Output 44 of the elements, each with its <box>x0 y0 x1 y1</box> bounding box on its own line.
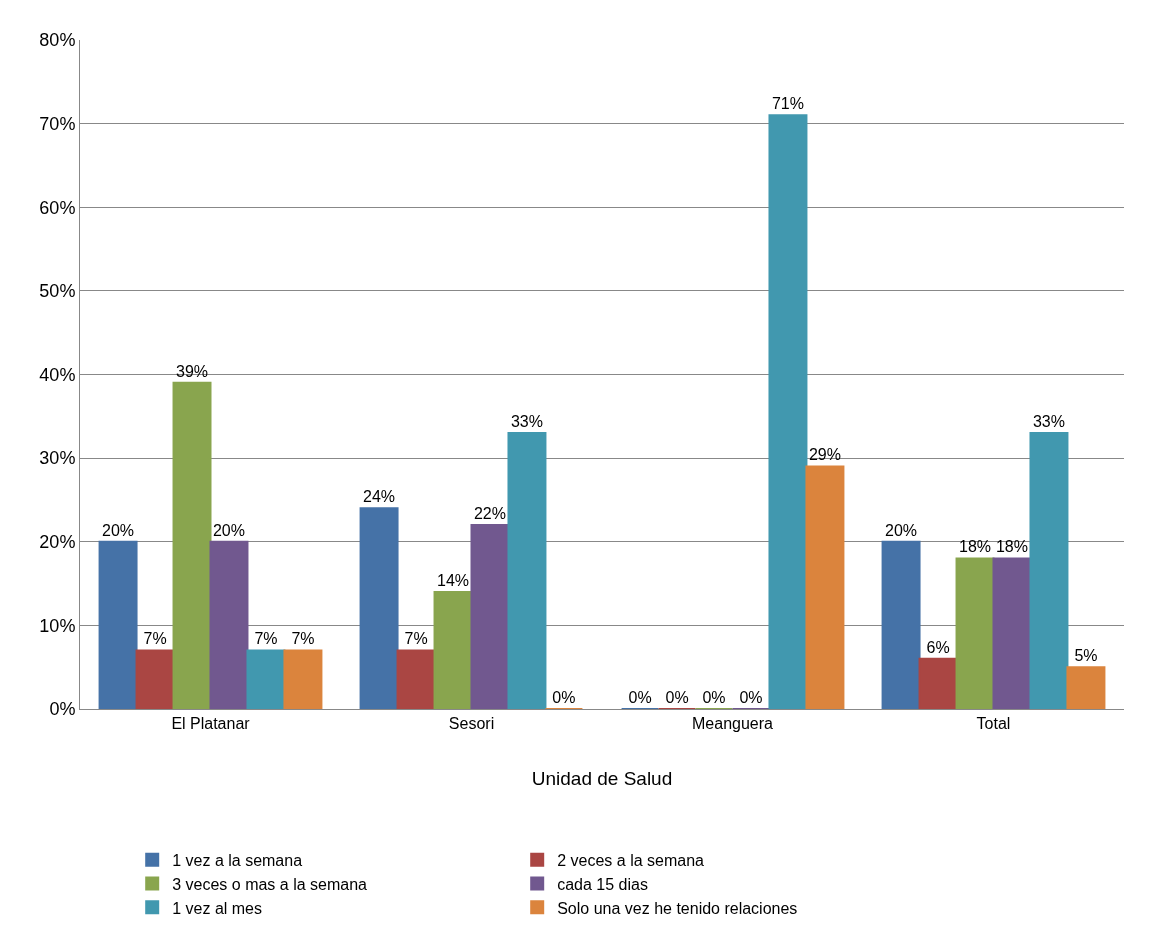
x-tick-label: Total <box>976 715 1011 733</box>
data-label: 20% <box>102 521 135 539</box>
data-label: 39% <box>176 362 209 380</box>
data-label: 7% <box>254 630 278 648</box>
y-tick-label: 50% <box>39 281 76 302</box>
data-label: 0% <box>552 689 576 706</box>
data-label: 20% <box>212 521 246 539</box>
data-label: 6% <box>926 638 950 656</box>
y-tick-label: 0% <box>49 699 76 720</box>
data-label: 0% <box>702 689 726 706</box>
y-tick-label: 30% <box>39 448 76 469</box>
data-label: 18% <box>959 538 992 556</box>
data-label: 0% <box>628 689 652 706</box>
legend-label: 2 veces a la semana <box>557 851 705 869</box>
data-label: 5% <box>1074 647 1098 665</box>
data-label: 33% <box>1032 413 1065 431</box>
data-label: 14% <box>437 571 470 589</box>
y-tick-label: 10% <box>39 615 76 636</box>
data-label: 0% <box>739 689 763 706</box>
data-label: 22% <box>473 505 507 523</box>
y-tick-label: 40% <box>39 364 76 385</box>
data-label: 33% <box>510 413 543 431</box>
y-tick-label: 80% <box>39 30 76 51</box>
data-label: 20% <box>885 521 918 539</box>
x-tick-label: El Platanar <box>171 715 251 733</box>
legend-label: cada 15 dias <box>557 875 648 893</box>
legend-label: Solo una vez he tenido relaciones <box>557 899 798 917</box>
legend-label: 1 vez al mes <box>172 899 263 917</box>
y-tick-label: 60% <box>39 197 76 218</box>
data-label: 7% <box>143 630 167 648</box>
data-label: 18% <box>995 538 1029 556</box>
data-label: 29% <box>808 446 841 464</box>
legend-label: 3 veces o mas a la semana <box>172 875 368 893</box>
x-tick-label: Meanguera <box>692 715 774 733</box>
legend-label: 1 vez a la semana <box>172 851 303 869</box>
data-label: 71% <box>771 95 804 113</box>
data-label: 7% <box>291 630 315 648</box>
y-tick-label: 70% <box>39 113 76 134</box>
x-tick-label: Sesori <box>448 715 495 733</box>
data-label: 0% <box>665 689 689 706</box>
x-axis-title: Unidad de Salud <box>531 768 673 789</box>
data-label: 7% <box>404 630 428 648</box>
data-label: 24% <box>363 488 396 506</box>
y-tick-label: 20% <box>39 532 76 553</box>
